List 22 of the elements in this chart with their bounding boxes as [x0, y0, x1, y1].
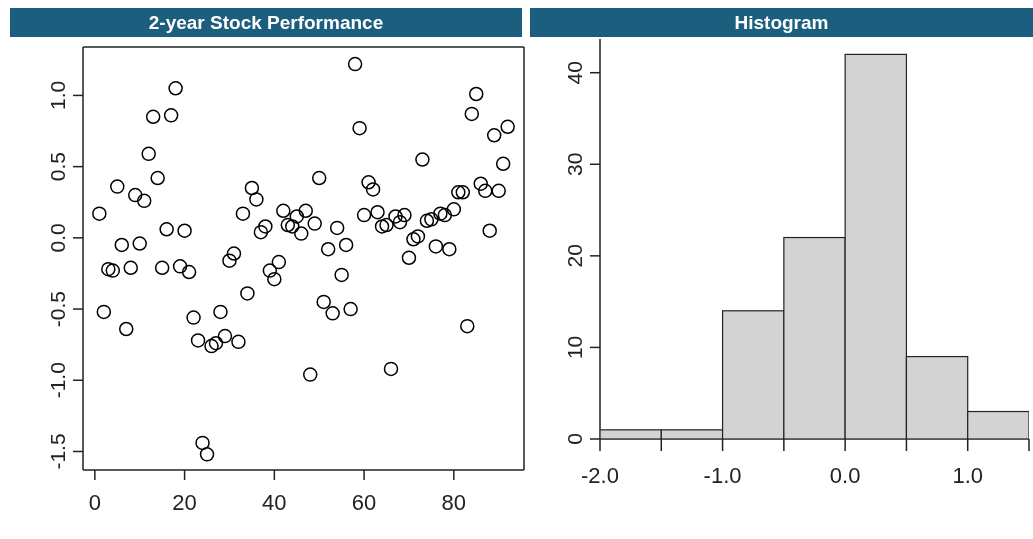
y-tick-label: 0 — [563, 433, 586, 445]
y-tick-label: 10 — [563, 335, 586, 360]
y-tick-label: 0.0 — [46, 223, 69, 253]
x-tick-label: 20 — [172, 489, 197, 515]
y-tick-label: 0.5 — [46, 152, 69, 182]
y-tick-label: -1.0 — [46, 362, 69, 399]
y-tick-label: -1.5 — [46, 433, 69, 470]
y-tick-label: 20 — [563, 244, 586, 268]
x-tick-label: 60 — [351, 489, 377, 515]
y-tick-label: 40 — [563, 61, 586, 85]
chart-title: Histogram — [530, 8, 1033, 37]
x-tick-label: 80 — [441, 489, 467, 515]
y-tick-label: 30 — [563, 152, 586, 176]
y-tick-label: 1.0 — [46, 80, 69, 111]
x-tick-label: 40 — [262, 489, 287, 515]
x-tick-label: -1.0 — [703, 462, 742, 488]
x-tick-label: 0.0 — [829, 462, 861, 488]
x-tick-label: 1.0 — [952, 462, 984, 488]
chart-title: 2-year Stock Performance — [10, 8, 522, 37]
y-tick-label: -0.5 — [46, 290, 69, 328]
x-tick-label: -2.0 — [581, 462, 619, 488]
x-tick-label: 0 — [88, 489, 101, 515]
